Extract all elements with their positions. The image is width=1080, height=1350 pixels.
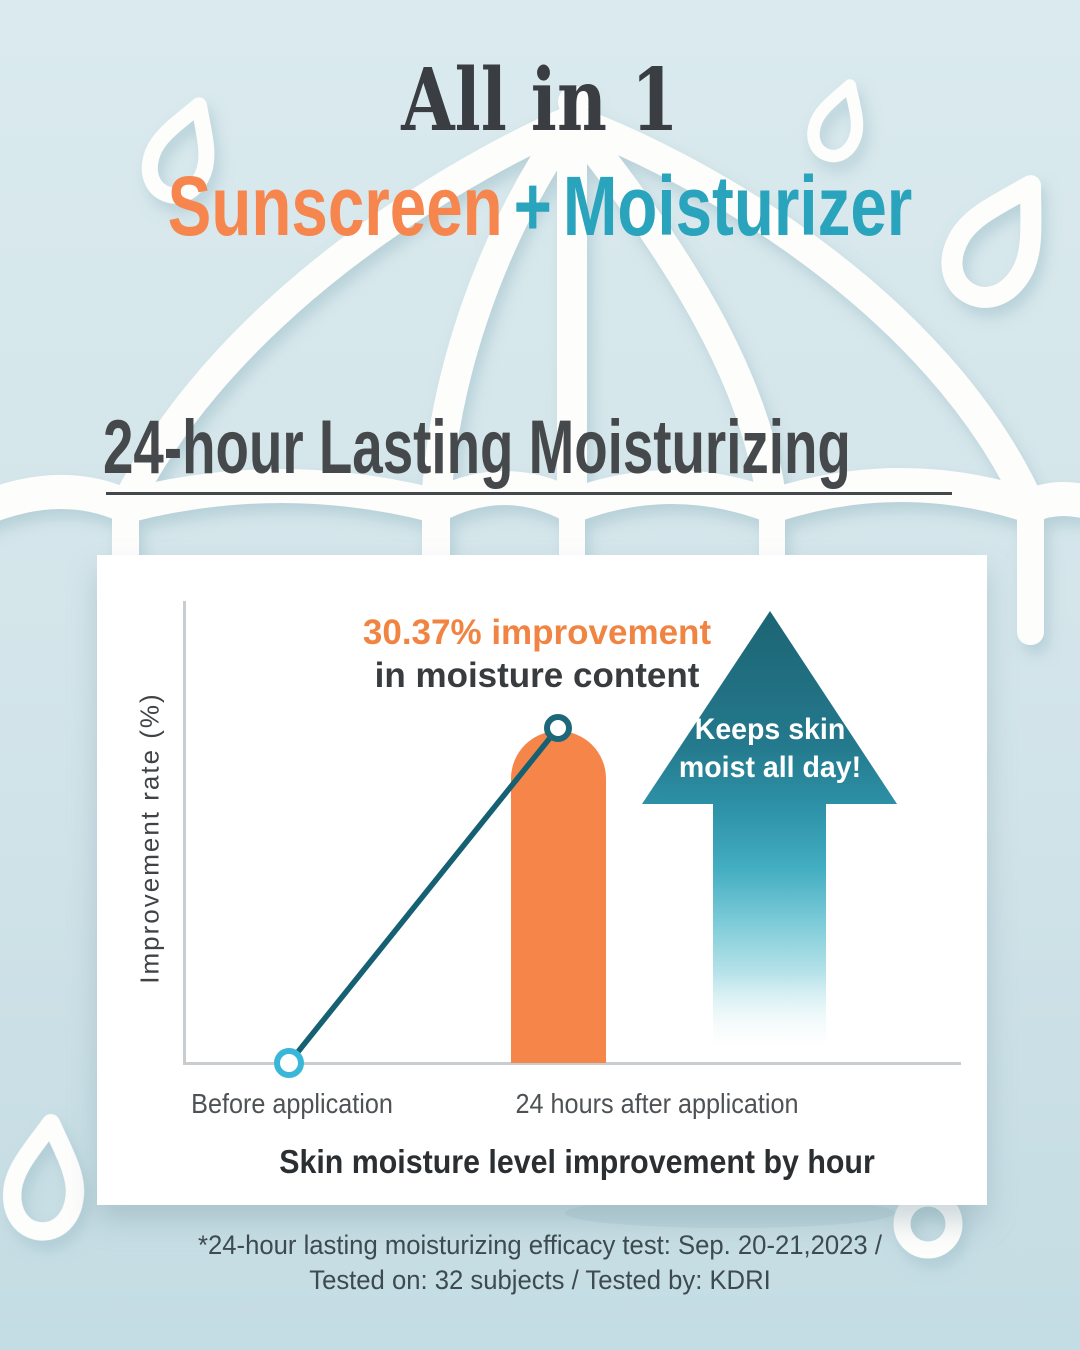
- arrow-label-line1: Keeps skin: [694, 713, 846, 746]
- umbrella-ribs: [111, 105, 1045, 520]
- footnote-line1: *24-hour lasting moisturizing efficacy t…: [198, 1230, 882, 1260]
- improvement-line: [286, 726, 561, 1065]
- x-label-after: 24 hours after application: [515, 1088, 799, 1119]
- annotation-percent: 30.37% improvement: [362, 613, 712, 652]
- annotation-block: 30.37% improvement in moisture content: [257, 611, 817, 697]
- arrow-label: Keeps skin moist all day!: [651, 711, 889, 787]
- marker-before-icon: [274, 1048, 304, 1078]
- arrow-label-line2: moist all day!: [678, 751, 862, 784]
- cream-droplet-bottom-left-icon: [9, 1120, 83, 1235]
- subtitle-moisturizer: Moisturizer: [562, 159, 913, 253]
- main-title: All in 1: [401, 50, 679, 151]
- chart-overlay: [274, 611, 897, 1078]
- y-axis-line: [183, 601, 186, 1065]
- x-label-before: Before application: [191, 1088, 393, 1119]
- section-heading: 24-hour Lasting Moisturizing: [103, 405, 851, 490]
- footnote-line2: Tested on: 32 subjects / Tested by: KDRI: [309, 1265, 771, 1295]
- subtitle-sunscreen: Sunscreen: [167, 159, 503, 253]
- x-axis-line: [183, 1062, 961, 1065]
- heading-underline: [106, 492, 952, 495]
- umbrella-scallop-edge: [0, 468, 1080, 523]
- card-shadow-blob: [565, 1198, 895, 1228]
- annotation-subtext: in moisture content: [374, 656, 700, 695]
- chart-card: Improvement rate (%) 30.37% improvement …: [97, 555, 987, 1205]
- subtitle-plus-sign: +: [513, 159, 552, 253]
- marker-after-icon: [544, 714, 572, 742]
- chart-title: Skin moisture level improvement by hour: [279, 1143, 875, 1180]
- after-application-bar: [511, 731, 606, 1063]
- footnote: *24-hour lasting moisturizing efficacy t…: [27, 1228, 1053, 1298]
- up-arrow-icon: [642, 611, 897, 1055]
- subtitle: Sunscreen + Moisturizer: [119, 158, 961, 255]
